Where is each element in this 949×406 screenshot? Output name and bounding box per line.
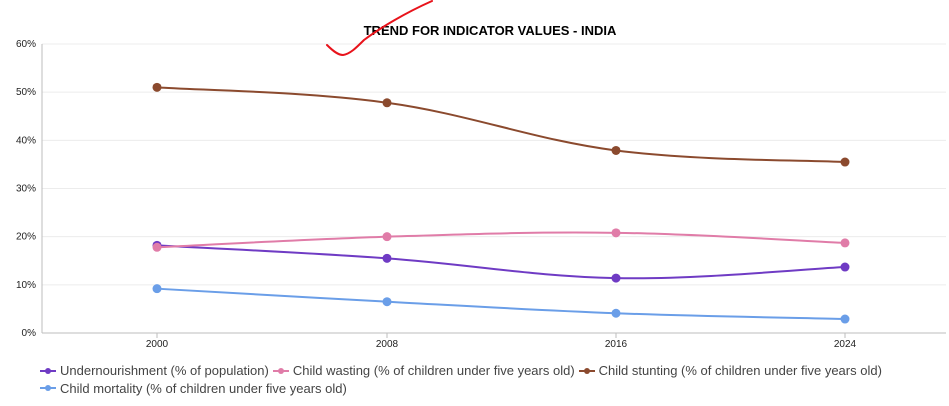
legend-item[interactable]: Child stunting (% of children under five… <box>578 362 882 379</box>
legend-item[interactable]: Child wasting (% of children under five … <box>272 362 575 379</box>
series-line <box>156 86 846 164</box>
legend: Undernourishment (% of population) Child … <box>40 362 945 397</box>
y-tick-label: 10% <box>16 280 36 291</box>
line-chart: TREND FOR INDICATOR VALUES - INDIA 0% 10%… <box>16 0 946 350</box>
x-tick-label: 2024 <box>834 339 857 350</box>
data-point[interactable] <box>152 284 162 294</box>
data-point[interactable] <box>840 157 850 167</box>
legend-label: Child stunting (% of children under five… <box>598 363 882 378</box>
legend-swatch <box>40 366 56 376</box>
x-tick-label: 2008 <box>376 339 399 350</box>
series-0 <box>152 240 850 283</box>
red-check-mark <box>326 0 433 57</box>
legend-label: Child mortality (% of children under fiv… <box>60 380 347 396</box>
data-point[interactable] <box>840 314 850 324</box>
series-line <box>156 244 846 280</box>
series-2 <box>152 82 850 167</box>
data-point[interactable] <box>611 308 621 318</box>
data-point[interactable] <box>382 297 392 307</box>
series-1 <box>152 228 850 252</box>
series-lines <box>152 82 850 324</box>
data-point[interactable] <box>611 228 621 238</box>
x-tick-label: 2000 <box>146 339 169 350</box>
series-line <box>156 231 846 249</box>
data-point[interactable] <box>611 273 621 283</box>
legend-item[interactable]: Child mortality (% of children under fiv… <box>40 380 347 397</box>
y-tick-label: 50% <box>16 87 36 98</box>
data-point[interactable] <box>382 98 392 108</box>
axes: 0% 10% 20% 30% 40% 50% 60% 2000 2008 2016 2024 <box>16 39 946 350</box>
series-line <box>156 287 846 321</box>
y-tick-label: 0% <box>22 328 37 339</box>
red-check-mark-annotation <box>326 0 433 57</box>
legend-label: Child wasting (% of children under five … <box>292 363 575 378</box>
data-point[interactable] <box>152 242 162 252</box>
data-point[interactable] <box>152 82 162 92</box>
legend-swatch <box>40 383 56 393</box>
data-point[interactable] <box>611 145 621 155</box>
x-tick-label: 2016 <box>605 339 628 350</box>
data-point[interactable] <box>382 232 392 242</box>
data-point[interactable] <box>840 238 850 248</box>
data-point[interactable] <box>840 262 850 272</box>
chart-title: TREND FOR INDICATOR VALUES - INDIA <box>364 23 617 38</box>
legend-swatch <box>578 366 595 376</box>
y-tick-label: 60% <box>16 39 36 50</box>
series-3 <box>152 284 850 324</box>
legend-swatch <box>272 366 289 376</box>
data-point[interactable] <box>382 253 392 263</box>
legend-label: Undernourishment (% of population) <box>60 363 269 378</box>
y-tick-label: 30% <box>16 184 36 195</box>
y-tick-label: 40% <box>16 135 36 146</box>
y-tick-label: 20% <box>16 232 36 243</box>
gridlines <box>42 43 946 286</box>
legend-item[interactable]: Undernourishment (% of population) <box>40 362 269 379</box>
